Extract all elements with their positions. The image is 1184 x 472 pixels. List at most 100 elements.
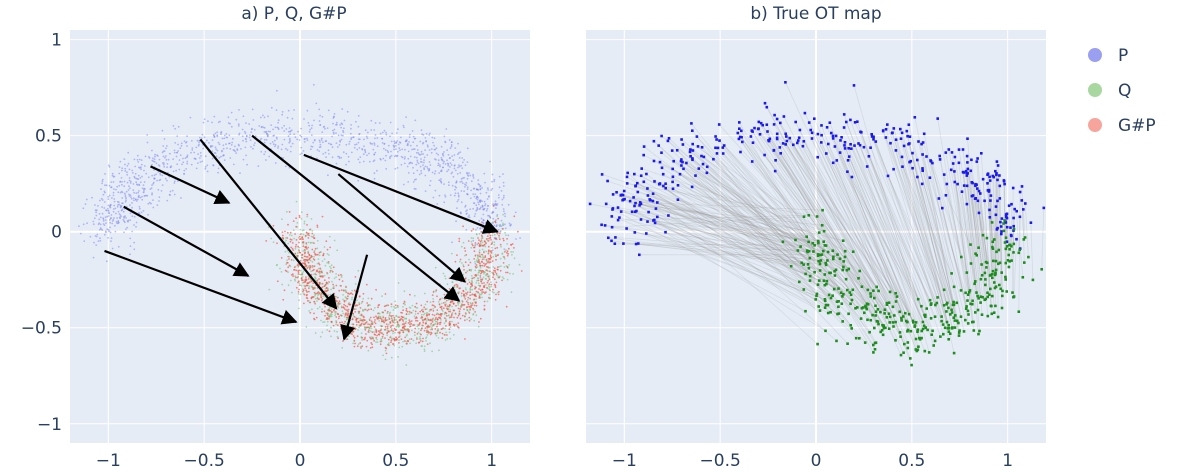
point-gp [453,324,456,327]
point-q [323,321,326,323]
point-gp [428,313,431,316]
point-p [343,127,345,130]
point-p [330,143,333,146]
point-p [695,135,699,138]
point-p [422,133,425,136]
ot-line [967,138,983,315]
point-p [133,199,135,202]
point-p [395,148,397,151]
point-q [916,328,920,331]
point-gp [479,264,482,267]
point-p [382,147,385,150]
point-gp [440,328,443,330]
point-gp [295,243,298,246]
point-p [103,207,106,209]
point-q [925,307,928,310]
point-p [632,196,635,199]
point-q [470,275,473,277]
point-gp [393,316,396,319]
point-gp [487,250,490,253]
point-q [481,256,484,258]
point-gp [292,273,294,276]
ot-line [810,129,908,332]
point-p [101,180,104,183]
point-p [252,119,255,121]
point-p [134,165,137,168]
point-p [869,146,872,149]
arrow [340,254,369,341]
point-q [411,304,414,307]
point-p [287,130,290,133]
point-q [468,258,470,261]
point-p [382,157,385,160]
point-gp [469,294,471,297]
point-p [342,134,344,137]
legend-label-gp: G#P [1118,116,1156,136]
point-q [481,248,484,251]
point-gp [498,232,501,235]
point-p [166,199,169,202]
point-p [501,198,504,201]
legend-item-q[interactable]: Q [1088,81,1131,101]
point-p [462,161,464,164]
point-q [874,310,878,313]
point-gp [478,297,481,299]
point-p [453,194,456,197]
point-p [174,127,177,130]
point-gp [353,289,356,292]
point-gp [298,288,300,291]
point-p [285,128,288,130]
arrow [303,153,499,234]
point-gp [349,292,352,295]
point-gp [443,293,446,296]
point-p [491,211,494,213]
ot-line [621,194,811,281]
point-gp [371,337,374,340]
point-p [166,179,168,182]
point-p [298,139,301,141]
point-p [740,135,743,139]
point-q [921,320,925,324]
point-p [394,154,397,157]
ot-line [989,180,995,240]
point-p [436,203,439,205]
ot-line [764,102,883,326]
point-gp [460,306,462,308]
point-p [466,193,469,196]
point-q [940,315,943,318]
point-p [853,144,856,147]
point-p [122,210,125,213]
point-p [277,128,280,131]
point-gp [431,313,434,316]
point-gp [467,303,470,306]
point-p [393,140,396,143]
point-q [298,282,301,284]
point-p [622,189,626,193]
point-q [368,327,371,330]
legend-item-gp[interactable]: G#P [1088,116,1156,136]
point-gp [379,317,382,320]
point-q [957,331,961,334]
point-gp [494,221,497,224]
point-q [340,276,343,278]
point-p [1010,202,1013,206]
legend[interactable]: P Q G#P [1088,46,1156,136]
point-q [449,337,452,340]
point-gp [345,286,347,288]
point-gp [311,248,314,251]
point-q [398,346,401,349]
point-q [314,293,317,296]
point-p [291,142,294,145]
legend-label-p: P [1118,46,1128,66]
point-p [397,143,400,146]
legend-item-p[interactable]: P [1088,46,1128,66]
point-p [508,222,511,225]
point-p [394,167,397,170]
point-gp [455,323,457,326]
point-q [481,241,484,244]
point-p [645,232,648,235]
point-q [874,304,877,308]
point-gp [306,248,308,250]
point-gp [486,281,489,284]
point-q [339,302,342,305]
